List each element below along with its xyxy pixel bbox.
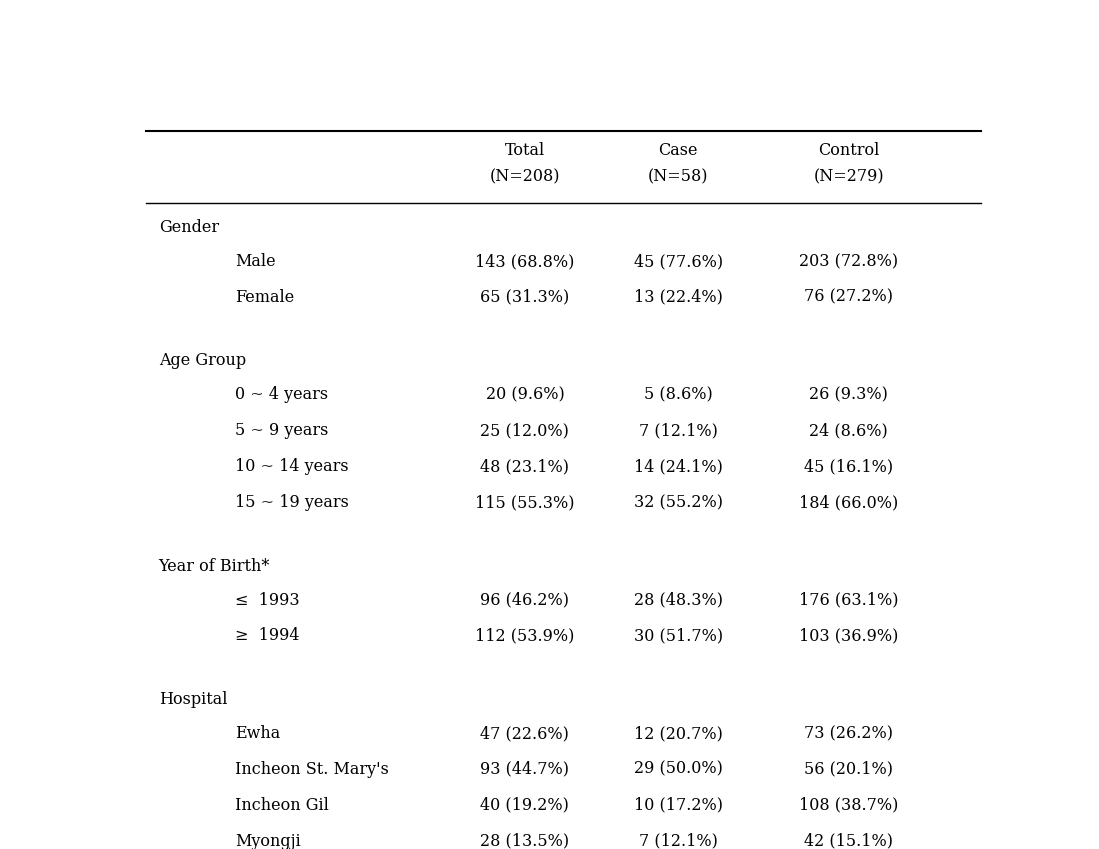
Text: 45 (16.1%): 45 (16.1%) <box>804 458 893 475</box>
Text: 184 (66.0%): 184 (66.0%) <box>799 494 898 511</box>
Text: 40 (19.2%): 40 (19.2%) <box>480 797 569 814</box>
Text: 29 (50.0%): 29 (50.0%) <box>634 761 723 778</box>
Text: (N=279): (N=279) <box>813 169 884 186</box>
Text: Ewha: Ewha <box>235 725 280 742</box>
Text: 176 (63.1%): 176 (63.1%) <box>799 592 898 609</box>
Text: 103 (36.9%): 103 (36.9%) <box>799 627 898 644</box>
Text: (N=208): (N=208) <box>490 169 560 186</box>
Text: Age Group: Age Group <box>158 352 246 369</box>
Text: Male: Male <box>235 253 276 270</box>
Text: 73 (26.2%): 73 (26.2%) <box>804 725 893 742</box>
Text: 0 ~ 4 years: 0 ~ 4 years <box>235 386 329 403</box>
Text: 28 (48.3%): 28 (48.3%) <box>634 592 723 609</box>
Text: 56 (20.1%): 56 (20.1%) <box>804 761 893 778</box>
Text: 20 (9.6%): 20 (9.6%) <box>486 386 564 403</box>
Text: ≥  1994: ≥ 1994 <box>235 627 300 644</box>
Text: 42 (15.1%): 42 (15.1%) <box>804 833 893 849</box>
Text: 112 (53.9%): 112 (53.9%) <box>475 627 575 644</box>
Text: Female: Female <box>235 289 295 306</box>
Text: ≤  1993: ≤ 1993 <box>235 592 300 609</box>
Text: 7 (12.1%): 7 (12.1%) <box>639 833 718 849</box>
Text: 5 (8.6%): 5 (8.6%) <box>644 386 712 403</box>
Text: 30 (51.7%): 30 (51.7%) <box>634 627 723 644</box>
Text: Control: Control <box>818 143 879 160</box>
Text: Year of Birth*: Year of Birth* <box>158 558 270 575</box>
Text: 96 (46.2%): 96 (46.2%) <box>480 592 569 609</box>
Text: 7 (12.1%): 7 (12.1%) <box>639 422 718 439</box>
Text: Incheon St. Mary's: Incheon St. Mary's <box>235 761 389 778</box>
Text: 65 (31.3%): 65 (31.3%) <box>480 289 569 306</box>
Text: Case: Case <box>658 143 698 160</box>
Text: Myongji: Myongji <box>235 833 301 849</box>
Text: 47 (22.6%): 47 (22.6%) <box>480 725 569 742</box>
Text: 203 (72.8%): 203 (72.8%) <box>799 253 898 270</box>
Text: 143 (68.8%): 143 (68.8%) <box>475 253 575 270</box>
Text: 13 (22.4%): 13 (22.4%) <box>634 289 723 306</box>
Text: (N=58): (N=58) <box>648 169 709 186</box>
Text: 12 (20.7%): 12 (20.7%) <box>634 725 723 742</box>
Text: 45 (77.6%): 45 (77.6%) <box>634 253 723 270</box>
Text: 5 ~ 9 years: 5 ~ 9 years <box>235 422 329 439</box>
Text: 25 (12.0%): 25 (12.0%) <box>480 422 569 439</box>
Text: 14 (24.1%): 14 (24.1%) <box>634 458 723 475</box>
Text: 26 (9.3%): 26 (9.3%) <box>809 386 888 403</box>
Text: 28 (13.5%): 28 (13.5%) <box>480 833 569 849</box>
Text: 48 (23.1%): 48 (23.1%) <box>480 458 569 475</box>
Text: 10 (17.2%): 10 (17.2%) <box>634 797 723 814</box>
Text: Incheon Gil: Incheon Gil <box>235 797 330 814</box>
Text: 108 (38.7%): 108 (38.7%) <box>799 797 898 814</box>
Text: Total: Total <box>504 143 545 160</box>
Text: 15 ~ 19 years: 15 ~ 19 years <box>235 494 349 511</box>
Text: 32 (55.2%): 32 (55.2%) <box>634 494 723 511</box>
Text: 115 (55.3%): 115 (55.3%) <box>475 494 575 511</box>
Text: Gender: Gender <box>158 219 219 236</box>
Text: 24 (8.6%): 24 (8.6%) <box>809 422 888 439</box>
Text: Hospital: Hospital <box>158 691 227 708</box>
Text: 10 ~ 14 years: 10 ~ 14 years <box>235 458 349 475</box>
Text: 76 (27.2%): 76 (27.2%) <box>804 289 893 306</box>
Text: 93 (44.7%): 93 (44.7%) <box>480 761 569 778</box>
